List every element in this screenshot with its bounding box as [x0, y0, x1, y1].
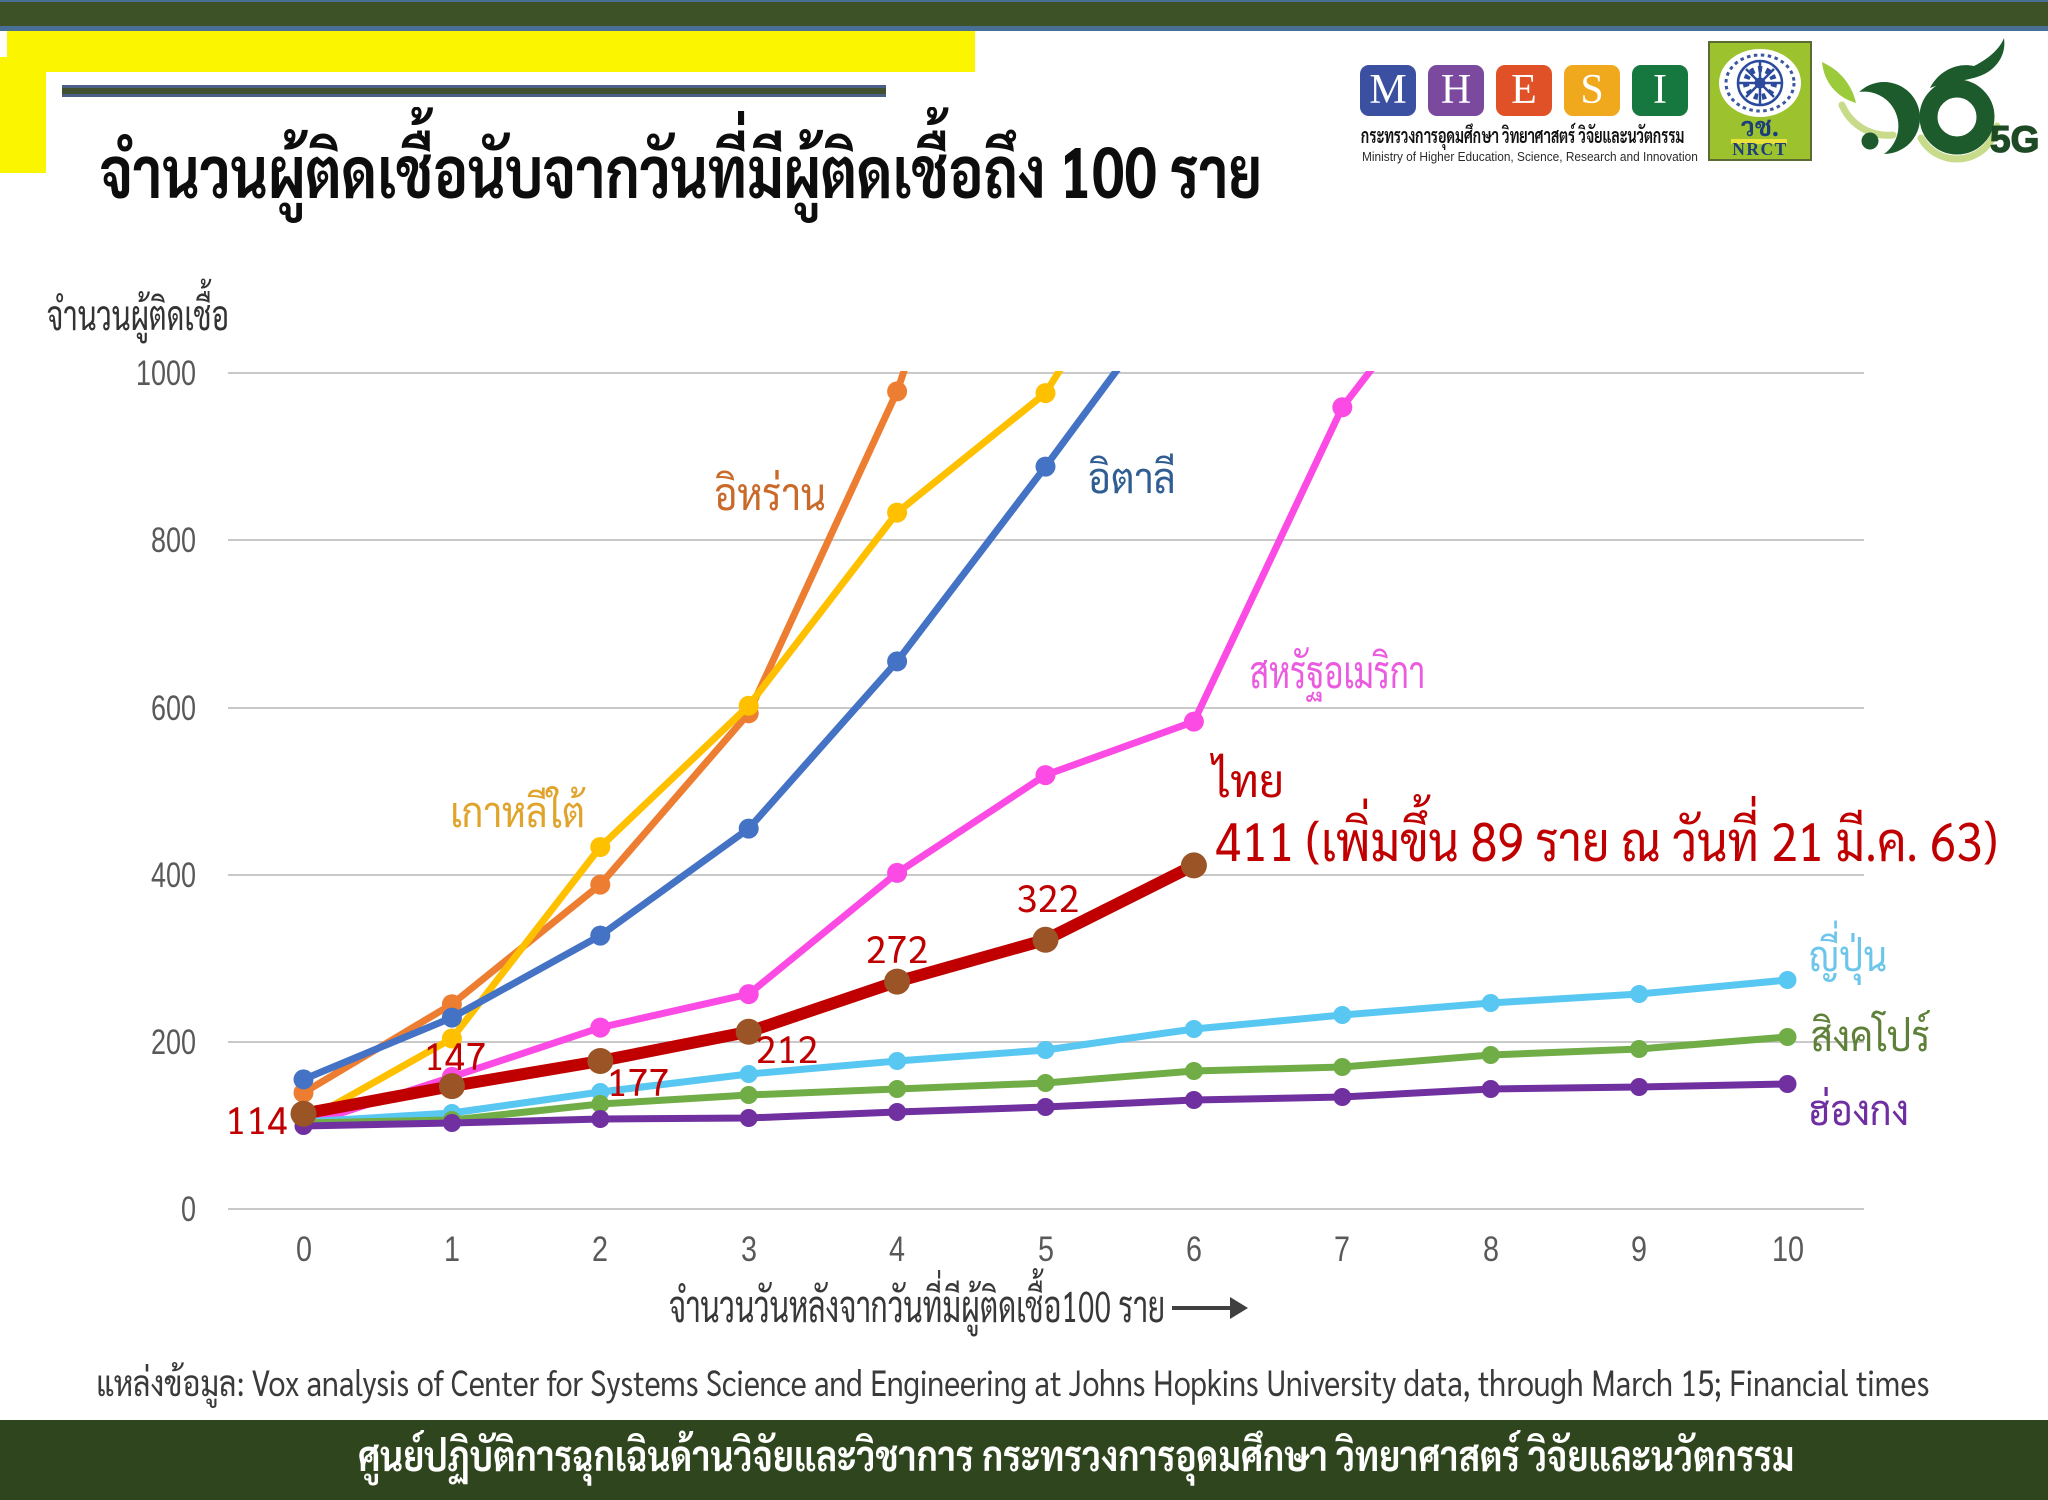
svg-text:212: 212 — [756, 1022, 819, 1072]
svg-text:147: 147 — [424, 1029, 487, 1079]
svg-text:0: 0 — [296, 1230, 312, 1269]
svg-text:เกาหลีใต้: เกาหลีใต้ — [450, 782, 586, 837]
svg-text:600: 600 — [151, 689, 196, 728]
svg-text:9: 9 — [1631, 1230, 1647, 1269]
svg-text:114: 114 — [225, 1093, 288, 1143]
svg-text:800: 800 — [151, 521, 196, 560]
svg-text:1000: 1000 — [136, 354, 196, 393]
svg-text:0: 0 — [181, 1190, 196, 1229]
svg-text:1: 1 — [444, 1230, 460, 1269]
svg-text:7: 7 — [1334, 1230, 1350, 1269]
svg-text:5G: 5G — [1990, 119, 2039, 160]
svg-text:400: 400 — [151, 856, 196, 895]
svg-text:จำนวนผู้ติดเชื้อ: จำนวนผู้ติดเชื้อ — [47, 279, 229, 344]
svg-text:อิหร่าน: อิหร่าน — [714, 464, 826, 521]
svg-text:วช.: วช. — [1741, 109, 1779, 143]
svg-text:ฮ่องกง: ฮ่องกง — [1809, 1080, 1909, 1135]
svg-text:NRCT: NRCT — [1732, 139, 1788, 159]
svg-text:200: 200 — [151, 1023, 196, 1062]
svg-text:ญี่ปุ่น: ญี่ปุ่น — [1809, 920, 1887, 986]
svg-text:10: 10 — [1772, 1230, 1804, 1269]
svg-text:4: 4 — [889, 1230, 905, 1269]
svg-text:2: 2 — [592, 1230, 608, 1269]
svg-text:3: 3 — [741, 1230, 757, 1269]
svg-text:สิงคโปร์: สิงคโปร์ — [1811, 1006, 1930, 1061]
svg-text:322: 322 — [1017, 871, 1080, 921]
svg-text:อิตาลี: อิตาลี — [1088, 448, 1176, 503]
svg-text:5: 5 — [1038, 1230, 1054, 1269]
svg-text:272: 272 — [866, 922, 929, 972]
svg-text:411 (เพิ่มขึ้น 89 ราย ณ วันที่: 411 (เพิ่มขึ้น 89 ราย ณ วันที่ 21 มี.ค. … — [1215, 792, 1998, 874]
svg-text:8: 8 — [1483, 1230, 1499, 1269]
svg-text:ไทย: ไทย — [1210, 751, 1284, 808]
svg-text:สหรัฐอเมริกา: สหรัฐอเมริกา — [1250, 642, 1425, 702]
svg-text:จำนวนวันหลังจากวันที่มีผู้ติดเ: จำนวนวันหลังจากวันที่มีผู้ติดเชื้อ100 รา… — [669, 1268, 1165, 1336]
svg-text:177: 177 — [607, 1055, 670, 1105]
svg-text:6: 6 — [1186, 1230, 1202, 1269]
